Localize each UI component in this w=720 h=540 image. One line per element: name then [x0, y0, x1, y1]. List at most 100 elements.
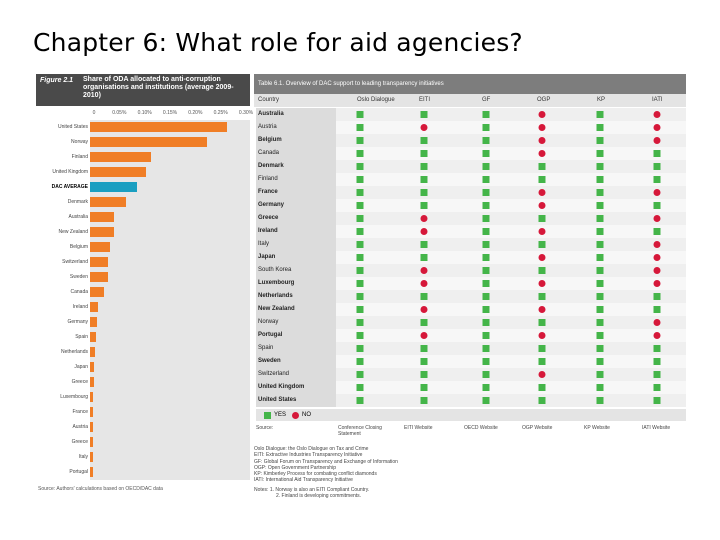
table-row: Japan — [254, 251, 686, 264]
bar-category-label: Portugal — [69, 469, 88, 475]
bar — [90, 122, 227, 132]
no-marker — [538, 254, 546, 261]
table-row: Netherlands — [254, 290, 686, 303]
table-row: France — [254, 186, 686, 199]
yes-marker — [653, 358, 661, 365]
yes-marker — [653, 345, 661, 352]
country-cell: France — [256, 186, 336, 199]
yes-marker — [356, 215, 364, 222]
bar-category-label: United States — [57, 124, 88, 130]
x-tick-label: 0.15% — [162, 110, 178, 116]
legend-yes-swatch — [264, 412, 271, 419]
no-marker — [420, 280, 428, 287]
yes-marker — [356, 150, 364, 157]
bar — [90, 287, 104, 297]
legend-no-swatch — [292, 412, 299, 419]
bar — [90, 257, 108, 267]
yes-marker — [538, 176, 546, 183]
yes-marker — [596, 150, 604, 157]
country-cell: Japan — [256, 251, 336, 264]
bar-category-label: Norway — [71, 139, 88, 145]
yes-marker — [482, 332, 490, 339]
yes-marker — [596, 124, 604, 131]
status-cells — [336, 316, 686, 329]
yes-marker — [653, 150, 661, 157]
yes-marker — [482, 241, 490, 248]
status-cells — [336, 121, 686, 134]
yes-marker — [596, 397, 604, 404]
yes-marker — [356, 358, 364, 365]
yes-marker — [482, 384, 490, 391]
table-row: Belgium — [254, 134, 686, 147]
status-cells — [336, 160, 686, 173]
yes-marker — [420, 319, 428, 326]
yes-marker — [482, 111, 490, 118]
bar-category-label: Spain — [75, 334, 88, 340]
no-marker — [538, 124, 546, 131]
source-iati: IATI Website — [642, 425, 671, 431]
bar — [90, 407, 93, 417]
no-marker — [420, 267, 428, 274]
country-cell: United Kingdom — [256, 381, 336, 394]
yes-marker — [653, 371, 661, 378]
source-kp: KP Website — [584, 425, 610, 431]
bar-category-label: Canada — [70, 289, 88, 295]
bar-category-label: New Zealand — [58, 229, 88, 235]
status-cells — [336, 199, 686, 212]
yes-marker — [482, 319, 490, 326]
country-cell: Finland — [256, 173, 336, 186]
bar-category-label: France — [72, 409, 88, 415]
yes-marker — [538, 397, 546, 404]
no-marker — [538, 332, 546, 339]
bar — [90, 302, 98, 312]
yes-marker — [356, 163, 364, 170]
yes-marker — [653, 163, 661, 170]
yes-marker — [596, 293, 604, 300]
bar-category-label: Germany — [67, 319, 88, 325]
country-cell: South Korea — [256, 264, 336, 277]
bar-category-label: Ireland — [72, 304, 88, 310]
yes-marker — [356, 228, 364, 235]
bar — [90, 332, 97, 342]
yes-marker — [538, 215, 546, 222]
no-marker — [538, 111, 546, 118]
no-marker — [653, 189, 661, 196]
status-cells — [336, 303, 686, 316]
x-tick-label: 0.05% — [112, 110, 127, 116]
col-header-ogp: OGP — [537, 97, 551, 103]
table-title: Table 6.1. Overview of DAC support to le… — [254, 74, 686, 94]
bar — [90, 212, 115, 222]
no-marker — [653, 241, 661, 248]
bar — [90, 167, 146, 177]
no-marker — [653, 137, 661, 144]
country-cell: Luxembourg — [256, 277, 336, 290]
yes-marker — [356, 280, 364, 287]
yes-marker — [482, 228, 490, 235]
chart-plot-area — [90, 120, 250, 480]
table-row: Italy — [254, 238, 686, 251]
yes-marker — [482, 397, 490, 404]
status-cells — [336, 251, 686, 264]
yes-marker — [482, 345, 490, 352]
status-cells — [336, 290, 686, 303]
yes-marker — [596, 319, 604, 326]
country-cell: United States — [256, 394, 336, 407]
yes-marker — [596, 111, 604, 118]
country-cell: Germany — [256, 199, 336, 212]
status-cells — [336, 225, 686, 238]
yes-marker — [356, 189, 364, 196]
yes-marker — [356, 137, 364, 144]
yes-marker — [356, 332, 364, 339]
bar-category-label: Sweden — [69, 274, 88, 280]
bar — [90, 182, 138, 192]
yes-marker — [596, 241, 604, 248]
col-header-country: Country — [258, 97, 280, 103]
country-cell: Norway — [256, 316, 336, 329]
bar — [90, 422, 93, 432]
no-marker — [420, 332, 428, 339]
yes-marker — [596, 358, 604, 365]
no-marker — [420, 124, 428, 131]
table-row: Norway — [254, 316, 686, 329]
source-label: Source: — [256, 425, 274, 431]
yes-marker — [482, 124, 490, 131]
